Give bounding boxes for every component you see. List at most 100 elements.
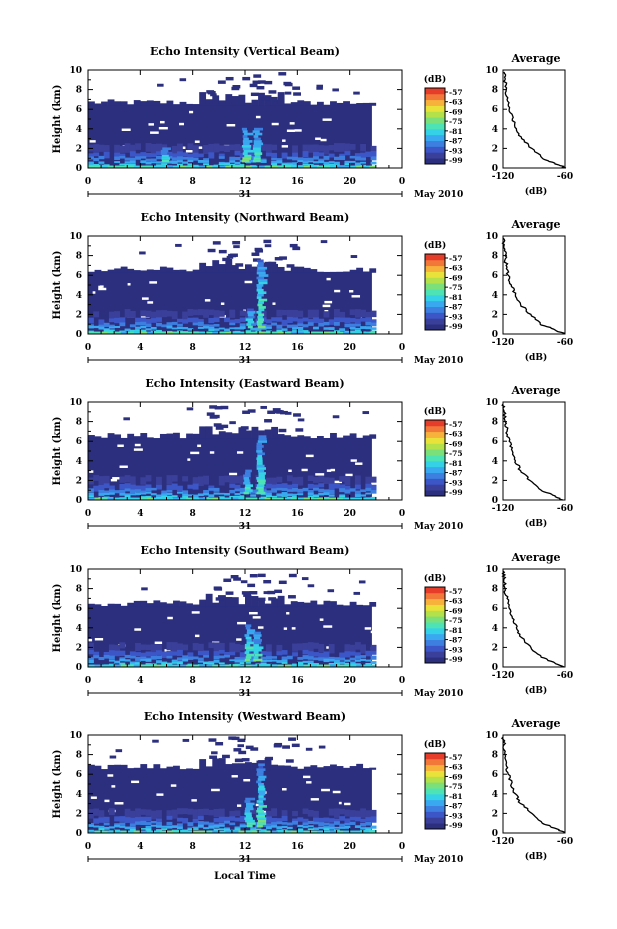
echo-layer (103, 822, 110, 826)
echo-layer (245, 330, 251, 333)
echo-layer (176, 643, 183, 652)
echo-surface (94, 830, 102, 833)
echo-fringe (251, 426, 259, 439)
echo-burst (245, 802, 255, 806)
x-tick-label: 16 (291, 509, 304, 519)
x-tick-label: 0 (399, 676, 405, 686)
echo-surface (310, 664, 318, 667)
echo-layer (307, 642, 314, 652)
echo-upper (231, 86, 240, 91)
echo-surface (120, 331, 128, 334)
echo-surface (140, 165, 148, 168)
echo-gap (281, 788, 287, 791)
echo-surface (114, 830, 122, 833)
echo-burst (257, 479, 266, 483)
echo-fringe (179, 269, 187, 273)
echo-fringe (271, 598, 279, 607)
echo-fringe (336, 437, 344, 439)
echo-layer (93, 475, 100, 481)
echo-burst (256, 296, 262, 299)
echo-fringe (356, 267, 364, 273)
echo-layer (292, 152, 298, 158)
panel-title: Echo Intensity (Westward Beam) (144, 710, 346, 723)
echo-layer (281, 662, 288, 664)
echo-layer (208, 809, 215, 816)
echo-upper (206, 412, 215, 416)
echo-fringe (205, 593, 213, 607)
echo-upper (152, 739, 159, 743)
avg-y-tick-label: 10 (485, 66, 498, 76)
echo-layer (292, 162, 298, 166)
echo-layer (224, 827, 230, 831)
echo-fringe (264, 429, 272, 439)
echo-fringe (179, 601, 187, 607)
echo-layer (313, 821, 319, 825)
echo-fringe (277, 266, 285, 273)
echo-layer (229, 484, 236, 488)
echo-layer (176, 649, 183, 656)
echo-burst (244, 154, 252, 158)
echo-layer (176, 323, 183, 327)
echo-fringe (179, 101, 187, 106)
echo-layer (161, 161, 168, 165)
echo-upper (233, 245, 240, 249)
echo-upper (285, 759, 294, 763)
echo-layer (271, 322, 278, 326)
echo-layer (307, 319, 314, 323)
echo-fringe (186, 271, 193, 273)
echo-fringe (101, 769, 108, 770)
echo-burst (244, 651, 250, 654)
echo-layer (360, 827, 367, 830)
echo-layer (229, 156, 236, 161)
echo-burst (242, 140, 253, 143)
echo-upper (269, 96, 278, 101)
echo-surface (88, 664, 95, 667)
colorbar-swatch (425, 134, 445, 142)
echo-layer (129, 329, 136, 332)
colorbar-tick-label: -81 (449, 626, 463, 635)
echo-layer (281, 822, 288, 825)
colorbar-tick-label: -75 (449, 117, 463, 126)
echo-upper (256, 760, 265, 764)
echo-layer (370, 661, 377, 664)
echo-gap (197, 444, 202, 448)
echo-layer (103, 654, 110, 659)
echo-layer (208, 822, 215, 827)
echo-layer (365, 487, 372, 492)
echo-layer (360, 157, 367, 161)
echo-layer (313, 152, 319, 158)
average-title: Average (510, 52, 560, 65)
echo-burst (253, 646, 264, 650)
echo-layer (370, 484, 377, 492)
echo-layer (339, 661, 346, 665)
echo-fringe (205, 266, 213, 273)
echo-surface (101, 830, 108, 833)
echo-layer (292, 309, 298, 319)
echo-burst (245, 797, 256, 801)
echo-surface (127, 165, 135, 168)
echo-upper (217, 80, 226, 84)
echo-layer (140, 318, 147, 323)
echo-upper (264, 244, 272, 248)
echo-layer (281, 495, 288, 497)
echo-upper (253, 74, 262, 78)
colorbar-swatch (425, 490, 445, 497)
echo-layer (344, 143, 351, 154)
echo-layer (171, 651, 178, 656)
echo-surface (362, 331, 370, 334)
echo-layer (145, 143, 152, 152)
echo-layer (292, 818, 298, 823)
echo-burst (258, 281, 268, 285)
echo-layer (114, 660, 121, 664)
echo-fringe (330, 764, 337, 770)
echo-layer (229, 322, 236, 326)
echo-upper (249, 574, 258, 578)
echo-layer (176, 808, 183, 815)
echo-gap (107, 774, 114, 777)
echo-fringe (284, 103, 292, 106)
colorbar-swatch (425, 598, 445, 605)
echo-layer (197, 821, 204, 826)
echo-surface (356, 664, 364, 667)
echo-gap (92, 291, 96, 294)
echo-layer (187, 827, 194, 830)
